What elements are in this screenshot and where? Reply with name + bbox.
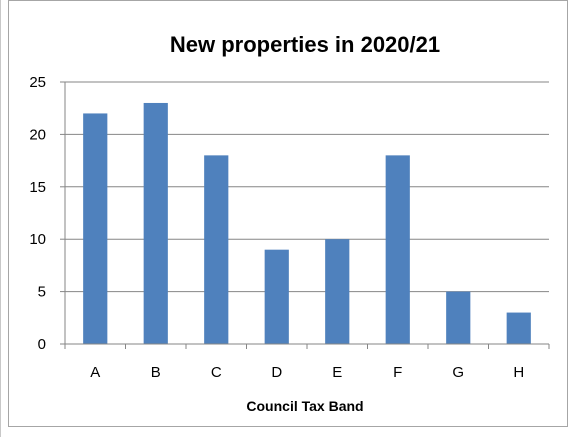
x-tick-label: C [211, 364, 222, 381]
bar-B [143, 102, 168, 345]
chart-title: New properties in 2020/21 [170, 32, 440, 57]
bars [83, 102, 531, 345]
y-tick-labels: 0 5 10 15 20 25 [29, 74, 46, 353]
x-axis-label: Council Tax Band [246, 398, 363, 414]
bar-A [83, 113, 108, 344]
bar-D [264, 249, 289, 344]
x-tick-labels: A B C D E F G H [90, 364, 524, 381]
y-tick-label: 10 [29, 231, 46, 248]
x-tick-label: A [90, 364, 100, 381]
bar-F [385, 155, 410, 344]
x-tick-label: D [271, 364, 282, 381]
y-tick-label: 5 [38, 284, 46, 301]
y-tick-label: 0 [38, 336, 46, 353]
window-edge [0, 0, 1, 437]
y-tick-label: 25 [29, 74, 46, 91]
bar-G [446, 291, 471, 344]
y-tick-label: 15 [29, 179, 46, 196]
bar-E [325, 239, 350, 344]
y-tick-label: 20 [29, 126, 46, 143]
x-tick-label: E [332, 364, 342, 381]
bar-H [506, 312, 531, 344]
axes [60, 81, 550, 349]
x-tick-label: H [513, 364, 524, 381]
x-tick-label: B [151, 364, 161, 381]
x-tick-label: F [393, 364, 402, 381]
bar-C [204, 155, 229, 344]
x-tick-label: G [452, 364, 464, 381]
gridlines [65, 81, 549, 293]
